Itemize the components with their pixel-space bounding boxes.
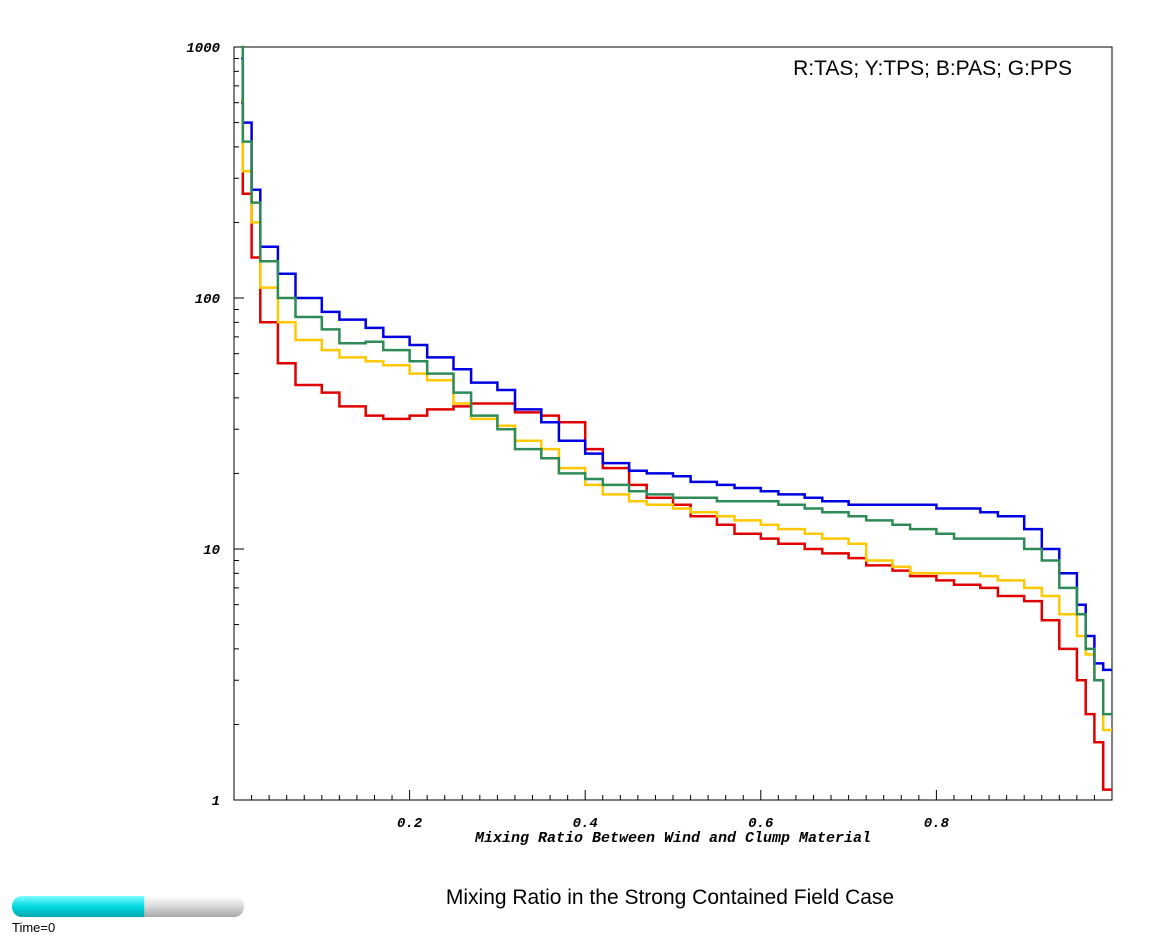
series-line-2: [241, 57, 1112, 672]
x-axis-label: Mixing Ratio Between Wind and Clump Mate…: [474, 830, 871, 847]
legend: R:TAS; Y:TPS; B:PAS; G:PPS: [793, 57, 1072, 80]
series-line-1: [241, 97, 1112, 732]
series-layer: [241, 45, 1112, 791]
chart-title: Mixing Ratio in the Strong Contained Fie…: [446, 886, 894, 909]
y-tick-label: 100: [195, 292, 220, 308]
x-tick-label: 0.8: [924, 816, 950, 832]
x-tick-label: 0.4: [573, 816, 598, 832]
time-label: Time=0: [12, 920, 55, 935]
y-axis-ticks: 1 10 100 1000: [186, 41, 244, 810]
y-tick-label: 1000: [186, 41, 220, 57]
y-tick-label: 1: [212, 794, 220, 810]
time-progress-bar: [12, 896, 244, 917]
axis-minor-ticks: [234, 57, 1095, 800]
x-tick-label: 0.2: [397, 816, 423, 832]
series-line-0: [241, 101, 1112, 791]
x-tick-label: 0.6: [748, 816, 774, 832]
x-axis-ticks: 0.2 0.4 0.6 0.8: [397, 790, 950, 832]
y-tick-label: 10: [203, 543, 220, 559]
series-line-3: [241, 45, 1112, 716]
time-progress-fill: [12, 896, 145, 917]
plot-frame: [233, 46, 1113, 801]
